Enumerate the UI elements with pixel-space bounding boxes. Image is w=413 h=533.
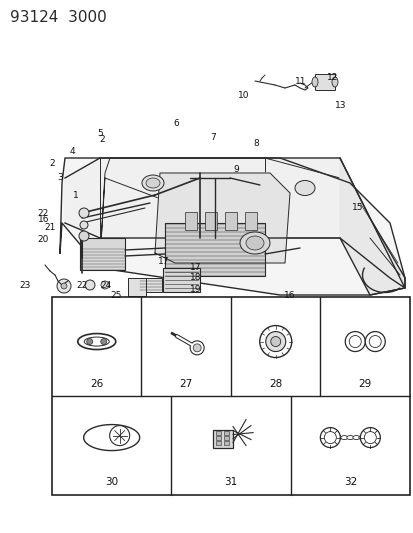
Circle shape <box>349 336 361 348</box>
Bar <box>216 431 221 434</box>
Text: 30: 30 <box>105 477 118 487</box>
Circle shape <box>270 336 280 346</box>
Text: 2: 2 <box>99 135 104 144</box>
Text: 22: 22 <box>37 208 48 217</box>
Ellipse shape <box>340 435 347 440</box>
Text: 7: 7 <box>210 133 215 142</box>
Circle shape <box>101 281 109 289</box>
Text: 4: 4 <box>69 147 75 156</box>
Text: 27: 27 <box>179 379 192 389</box>
Text: 93124  3000: 93124 3000 <box>10 10 107 25</box>
Text: 13: 13 <box>335 101 346 110</box>
Ellipse shape <box>146 178 159 188</box>
Circle shape <box>265 332 285 352</box>
Circle shape <box>364 332 385 352</box>
Bar <box>140 278 161 292</box>
Text: 6: 6 <box>173 118 178 127</box>
Bar <box>224 212 236 230</box>
Ellipse shape <box>352 435 359 440</box>
Bar <box>244 212 256 230</box>
Bar <box>80 238 125 270</box>
Text: 21: 21 <box>44 223 56 232</box>
Bar <box>163 268 199 292</box>
Ellipse shape <box>142 175 164 191</box>
Bar <box>204 212 216 230</box>
Text: 10: 10 <box>237 92 249 101</box>
Text: 17: 17 <box>190 262 201 271</box>
Text: 17: 17 <box>158 256 169 265</box>
Bar <box>128 278 146 296</box>
Circle shape <box>61 283 67 289</box>
Ellipse shape <box>334 435 341 440</box>
Ellipse shape <box>346 435 353 440</box>
Text: 15: 15 <box>351 204 363 213</box>
Text: 3: 3 <box>57 174 63 182</box>
Text: 1: 1 <box>73 190 79 199</box>
Text: 23: 23 <box>19 280 31 289</box>
Circle shape <box>109 425 129 446</box>
Ellipse shape <box>331 77 337 87</box>
Bar <box>223 435 228 440</box>
Text: 12: 12 <box>327 74 338 83</box>
Circle shape <box>57 279 71 293</box>
Circle shape <box>79 231 89 241</box>
Circle shape <box>359 427 380 448</box>
Bar <box>216 441 221 445</box>
Bar <box>314 74 334 90</box>
Text: 5: 5 <box>97 128 102 138</box>
Text: 16: 16 <box>284 290 295 300</box>
Circle shape <box>190 341 204 355</box>
Circle shape <box>193 344 201 352</box>
Circle shape <box>85 280 95 290</box>
Bar <box>185 212 197 230</box>
Circle shape <box>259 326 291 358</box>
Bar <box>216 435 221 440</box>
Text: 26: 26 <box>90 379 103 389</box>
Circle shape <box>100 338 107 344</box>
Circle shape <box>80 221 88 229</box>
Polygon shape <box>60 158 404 295</box>
Polygon shape <box>83 425 139 450</box>
Circle shape <box>368 336 380 348</box>
Bar <box>223 431 228 434</box>
Text: 22: 22 <box>76 280 88 289</box>
Circle shape <box>320 427 339 448</box>
Text: 24: 24 <box>100 280 112 289</box>
Text: 8: 8 <box>252 139 258 148</box>
Text: 18: 18 <box>190 272 201 281</box>
Bar <box>52 297 409 495</box>
Ellipse shape <box>240 232 269 254</box>
Polygon shape <box>100 158 369 260</box>
Polygon shape <box>339 158 404 295</box>
Text: 25: 25 <box>110 292 121 301</box>
Ellipse shape <box>358 435 365 440</box>
Circle shape <box>323 432 335 443</box>
Text: 19: 19 <box>190 286 201 295</box>
Text: 2: 2 <box>49 158 55 167</box>
Text: 31: 31 <box>224 477 237 487</box>
Ellipse shape <box>84 337 109 346</box>
Ellipse shape <box>294 181 314 196</box>
Circle shape <box>87 338 93 344</box>
Ellipse shape <box>245 236 263 250</box>
Circle shape <box>79 208 89 218</box>
Text: 16: 16 <box>38 215 50 224</box>
Text: 29: 29 <box>358 379 371 389</box>
Polygon shape <box>154 173 289 263</box>
Text: 20: 20 <box>37 236 49 245</box>
Bar <box>165 223 264 276</box>
Bar <box>212 430 233 448</box>
Text: 32: 32 <box>343 477 356 487</box>
Circle shape <box>344 332 364 352</box>
Ellipse shape <box>311 77 317 87</box>
Bar <box>223 441 228 445</box>
Polygon shape <box>65 158 404 288</box>
Ellipse shape <box>78 334 116 350</box>
Circle shape <box>363 432 375 443</box>
Text: 9: 9 <box>233 166 238 174</box>
Text: 28: 28 <box>268 379 282 389</box>
Text: 11: 11 <box>294 77 306 85</box>
